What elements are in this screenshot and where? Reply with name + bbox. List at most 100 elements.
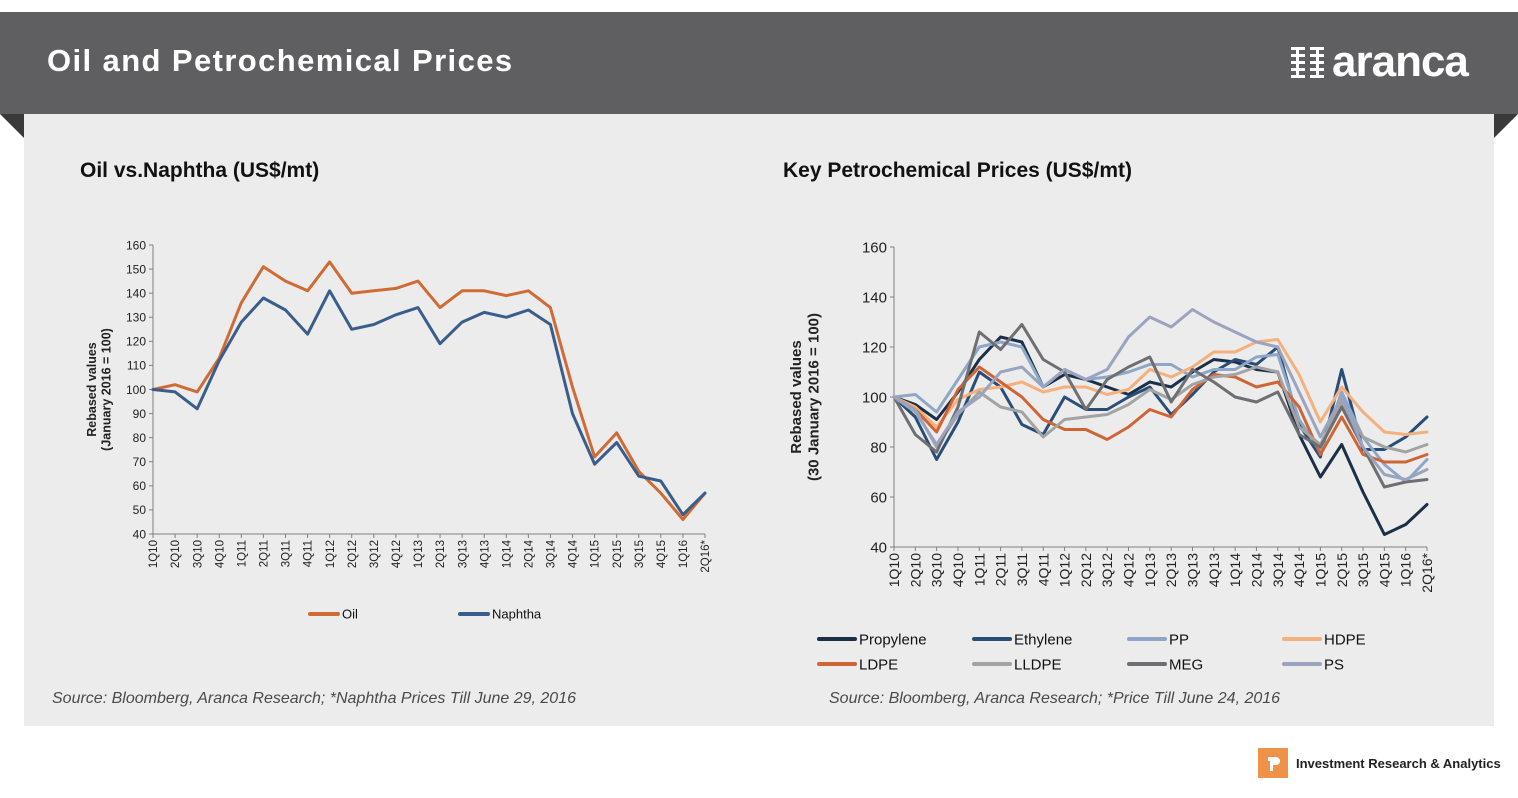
x-tick-label: 4Q12 <box>1121 553 1137 587</box>
page-title: Oil and Petrochemical Prices <box>47 43 514 78</box>
logo-text: aranca <box>1332 37 1469 86</box>
x-tick-label: 2Q14 <box>1248 553 1264 587</box>
x-tick-label: 3Q10 <box>192 540 204 568</box>
x-tick-label: 1Q13 <box>413 540 425 568</box>
x-tick-label: 3Q11 <box>1014 553 1030 586</box>
x-tick-label: 2Q13 <box>1163 553 1179 587</box>
x-tick-label: 1Q14 <box>501 539 513 568</box>
y-axis-title: Rebased values(30 January 2016 = 100) <box>788 313 822 481</box>
x-tick-label: 3Q10 <box>929 553 945 587</box>
x-tick-label: 1Q12 <box>325 540 337 568</box>
y-axis-title-line2: (January 2016 = 100) <box>99 328 113 451</box>
x-tick-label: 2Q16* <box>700 539 712 572</box>
x-tick-label: 3Q14 <box>1270 553 1286 587</box>
x-tick-label: 3Q14 <box>546 539 558 568</box>
x-tick-label: 1Q15 <box>1312 553 1328 587</box>
x-tick-label: 1Q11 <box>236 540 248 567</box>
legend-label-ethylene: Ethylene <box>1014 631 1072 648</box>
y-axis-title-line1: Rebased values <box>85 342 99 437</box>
footer-label: Investment Research & Analytics <box>1296 755 1501 771</box>
y-tick-label: 140 <box>862 289 887 306</box>
x-tick-label: 2Q10 <box>170 540 182 568</box>
x-tick-label: 4Q10 <box>950 553 966 587</box>
banner-fold-left <box>0 114 24 138</box>
y-axis-title-line1: Rebased values <box>788 340 805 453</box>
x-tick-label: 1Q10 <box>148 540 160 568</box>
x-tick-label: 4Q11 <box>303 540 315 567</box>
y-axis-title: Rebased values(January 2016 = 100) <box>85 328 113 451</box>
x-tick-label: 2Q12 <box>1078 553 1094 587</box>
x-tick-label: 2Q16* <box>1419 552 1435 592</box>
chart1-source: Source: Bloomberg, Aranca Research; *Nap… <box>52 690 576 707</box>
aranca-logo-icon <box>1291 47 1324 78</box>
y-axis-title-line2: (30 January 2016 = 100) <box>805 313 822 481</box>
chart2-title: Key Petrochemical Prices (US$/mt) <box>783 159 1132 182</box>
legend-label-hdpe: HDPE <box>1324 631 1366 648</box>
series-line-naphtha <box>151 289 707 517</box>
x-tick-label: 4Q11 <box>1035 553 1051 586</box>
x-tick-label: 1Q14 <box>1227 553 1243 587</box>
y-tick-label: 40 <box>870 539 887 556</box>
x-tick-label: 1Q12 <box>1057 553 1073 587</box>
y-tick-label: 100 <box>126 383 146 397</box>
x-tick-label: 1Q10 <box>886 553 902 587</box>
series-line-meg <box>892 323 1429 489</box>
y-tick-label: 110 <box>127 359 146 373</box>
legend-label-lldpe: LLDPE <box>1014 656 1062 673</box>
x-tick-label: 2Q10 <box>907 553 923 587</box>
x-tick-label: 3Q13 <box>457 540 469 568</box>
y-tick-label: 120 <box>126 335 146 349</box>
series-line-ldpe <box>892 365 1429 464</box>
chart2-source: Source: Bloomberg, Aranca Research; *Pri… <box>829 690 1281 707</box>
y-tick-label: 60 <box>133 479 147 493</box>
series-line-propylene <box>892 335 1429 536</box>
legend-label-pp: PP <box>1169 631 1189 648</box>
x-tick-label: 3Q11 <box>281 540 293 567</box>
x-tick-label: 3Q12 <box>1099 553 1115 587</box>
y-tick-label: 40 <box>133 527 147 541</box>
series-line-hdpe <box>892 338 1429 436</box>
x-tick-label: 1Q11 <box>971 553 987 586</box>
y-tick-label: 80 <box>133 431 147 445</box>
y-tick-label: 60 <box>870 489 887 506</box>
banner-fold-right <box>1494 114 1518 138</box>
x-tick-label: 4Q14 <box>568 539 580 568</box>
y-tick-label: 160 <box>862 239 887 256</box>
x-tick-label: 2Q11 <box>259 540 271 567</box>
x-tick-label: 4Q10 <box>214 540 226 568</box>
y-tick-label: 50 <box>133 503 147 517</box>
series-line-oil <box>151 260 707 521</box>
legend-label-naphtha: Naphtha <box>492 607 542 622</box>
aranca-logo[interactable]: aranca <box>1290 37 1469 86</box>
header-banner <box>0 12 1518 114</box>
y-tick-label: 70 <box>133 455 147 469</box>
y-tick-label: 100 <box>862 389 887 406</box>
y-tick-label: 150 <box>126 262 146 276</box>
x-tick-label: 1Q13 <box>1142 553 1158 587</box>
x-tick-label: 4Q13 <box>479 540 491 568</box>
x-tick-label: 2Q15 <box>612 540 624 568</box>
legend-label-oil: Oil <box>342 607 358 622</box>
x-tick-label: 2Q15 <box>1334 553 1350 587</box>
legend-label-meg: MEG <box>1169 656 1203 673</box>
x-tick-label: 3Q15 <box>1355 553 1371 587</box>
x-tick-label: 3Q12 <box>369 540 381 568</box>
series-line-ps <box>892 308 1429 481</box>
y-tick-label: 80 <box>870 439 887 456</box>
series-line-ethylene <box>892 345 1429 461</box>
aranca-r-icon <box>1258 748 1288 778</box>
y-tick-label: 120 <box>862 339 887 356</box>
x-tick-label: 1Q15 <box>590 540 602 568</box>
footer-brand: Investment Research & Analytics <box>1258 748 1501 778</box>
chart1-title: Oil vs.Naphtha (US$/mt) <box>80 159 320 182</box>
legend-label-ps: PS <box>1324 656 1344 673</box>
x-tick-label: 3Q13 <box>1185 553 1201 587</box>
x-tick-label: 2Q13 <box>435 540 447 568</box>
x-tick-label: 4Q12 <box>391 540 403 568</box>
x-tick-label: 4Q14 <box>1291 553 1307 587</box>
legend-label-propylene: Propylene <box>859 631 927 648</box>
y-tick-label: 130 <box>126 311 146 325</box>
x-tick-label: 2Q12 <box>347 540 359 568</box>
x-tick-label: 1Q16 <box>1398 553 1414 587</box>
